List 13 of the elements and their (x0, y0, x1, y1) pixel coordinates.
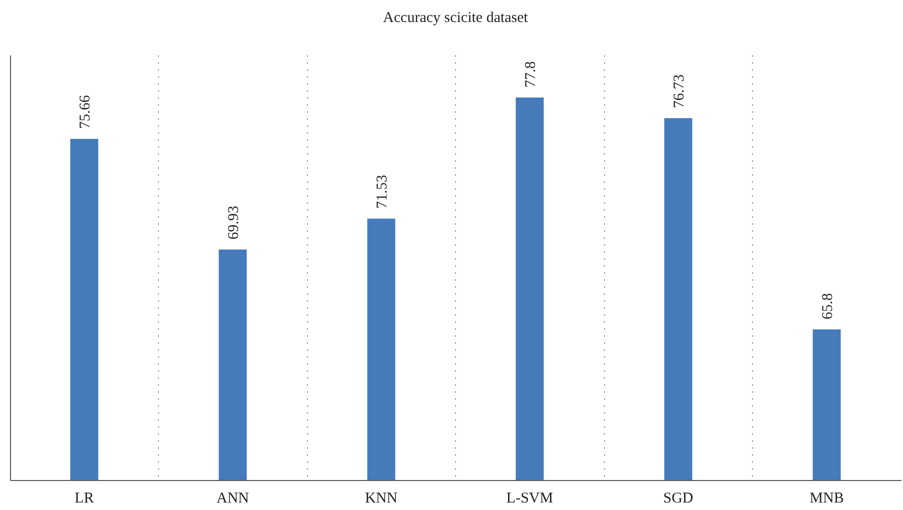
x-tick-label: ANN (216, 490, 250, 506)
x-tick-label: KNN (365, 490, 398, 506)
data-label: 65.8 (820, 293, 836, 320)
chart-title: Accuracy scicite dataset (383, 10, 529, 26)
x-tick-label: SGD (663, 490, 694, 506)
data-label: 76.73 (671, 74, 688, 108)
data-label: 75.66 (77, 94, 94, 129)
x-tick-label: LR (74, 490, 94, 506)
data-label: 77.8 (522, 61, 539, 88)
data-label: 69.93 (226, 206, 242, 240)
x-tick-label: MNB (810, 490, 844, 506)
x-tick-label: L-SVM (506, 490, 554, 506)
data-label: 71.53 (374, 174, 390, 209)
